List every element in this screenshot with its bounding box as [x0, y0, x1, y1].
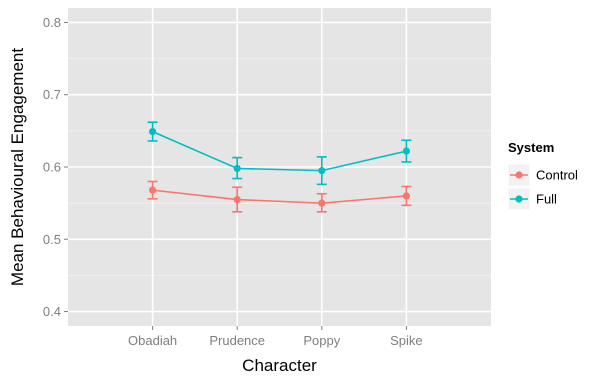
legend-key-point: [515, 195, 523, 203]
data-point: [233, 195, 241, 204]
legend: System Control Full: [507, 140, 578, 211]
y-tick-label: 0.5: [43, 232, 61, 247]
y-tick-label: 0.8: [43, 15, 61, 30]
series-line: [152, 189, 407, 204]
x-axis-title: Character: [242, 356, 317, 375]
data-point: [233, 164, 241, 173]
data-point: [318, 199, 326, 207]
legend-label: Full: [536, 192, 557, 207]
legend-label: Control: [536, 168, 578, 183]
data-point: [318, 167, 326, 175]
series-full: [147, 121, 412, 186]
data-point: [149, 186, 157, 194]
x-tick-label: Obadiah: [128, 333, 177, 348]
y-tick-label: 0.6: [43, 160, 61, 175]
x-tick-label: Prudence: [209, 333, 265, 348]
data-point: [402, 147, 410, 155]
legend-item-full: Full: [507, 187, 557, 211]
series-layer: [147, 121, 412, 213]
legend-key-point: [515, 171, 523, 179]
legend-item-control: Control: [507, 163, 578, 187]
data-point: [402, 192, 410, 200]
x-tick-label: Poppy: [303, 333, 340, 348]
y-axis-ticks: 0.4 0.5 0.6 0.7 0.8: [43, 15, 68, 319]
series-line: [152, 130, 407, 172]
y-axis-title: Mean Behavioural Engagement: [8, 48, 27, 286]
y-tick-label: 0.7: [43, 87, 61, 102]
series-control: [147, 180, 412, 213]
x-axis-ticks: Obadiah Prudence Poppy Spike: [128, 326, 423, 348]
minor-gridlines: [68, 58, 491, 276]
y-tick-label: 0.4: [43, 304, 61, 319]
legend-items: Control Full: [507, 163, 578, 211]
x-tick-label: Spike: [390, 333, 423, 348]
legend-title: System: [508, 140, 554, 155]
data-point: [149, 127, 157, 136]
